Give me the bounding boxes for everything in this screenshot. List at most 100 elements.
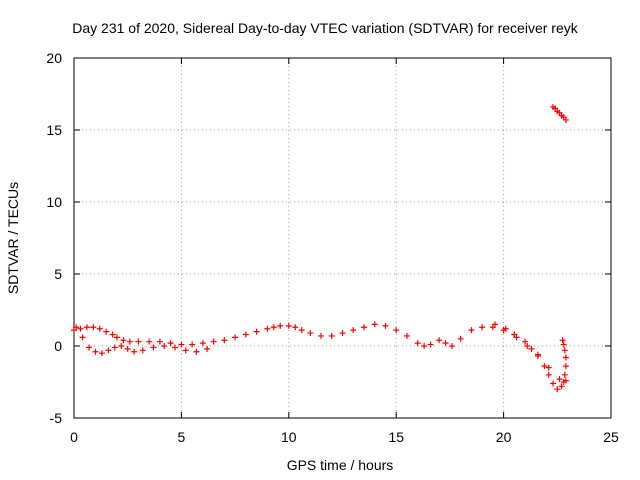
x-tick-label: 20 — [496, 429, 512, 445]
data-point — [109, 331, 116, 338]
data-point — [98, 350, 105, 357]
data-point — [442, 340, 449, 347]
data-point — [120, 337, 127, 344]
data-point — [126, 338, 133, 345]
data-point — [103, 328, 110, 335]
data-point — [421, 343, 428, 349]
data-point — [559, 337, 566, 344]
chart-title: Day 231 of 2020, Sidereal Day-to-day VTE… — [72, 20, 578, 36]
data-point — [86, 344, 93, 351]
x-axis-label: GPS time / hours — [287, 457, 394, 473]
data-point — [524, 343, 531, 349]
data-point — [92, 348, 99, 355]
data-point — [285, 322, 292, 329]
data-point — [534, 351, 541, 358]
series-sdtvar-main-band — [71, 321, 569, 393]
data-point — [457, 335, 464, 342]
y-tick-label: 10 — [46, 194, 62, 210]
data-point — [382, 322, 389, 329]
data-point — [111, 344, 118, 351]
data-point — [242, 331, 249, 338]
data-point — [414, 340, 421, 347]
data-point — [560, 341, 567, 348]
data-point — [427, 341, 434, 348]
data-point — [292, 324, 299, 331]
data-point — [339, 330, 346, 337]
y-tick-label: 5 — [54, 266, 62, 282]
data-point — [318, 332, 325, 339]
data-point — [264, 325, 271, 332]
data-point — [79, 334, 86, 341]
data-point — [156, 338, 163, 345]
y-axis-label: SDTVAR / TECUs — [5, 182, 21, 294]
data-point — [204, 345, 211, 352]
data-point — [118, 343, 125, 349]
x-tick-label: 25 — [603, 429, 619, 445]
data-point — [561, 371, 568, 378]
data-point — [449, 343, 456, 349]
data-point — [277, 322, 284, 329]
data-point — [298, 327, 305, 334]
data-point — [371, 321, 378, 328]
y-tick-label: 20 — [46, 50, 62, 66]
data-point — [545, 364, 552, 371]
data-point — [502, 325, 509, 332]
data-point — [556, 376, 563, 383]
data-point — [528, 345, 535, 352]
data-point — [189, 341, 196, 348]
data-point — [545, 371, 552, 378]
data-point — [554, 386, 561, 393]
data-point — [270, 324, 277, 331]
series-sdtvar-lower-branch — [73, 321, 563, 383]
data-point — [182, 347, 189, 354]
data-point — [96, 325, 103, 332]
data-point — [124, 345, 131, 352]
x-tick-label: 10 — [281, 429, 297, 445]
x-tick-label: 5 — [178, 429, 186, 445]
data-point — [171, 344, 178, 351]
data-point — [150, 344, 157, 351]
data-points — [71, 103, 569, 393]
data-point — [350, 327, 357, 334]
x-tick-label: 0 — [70, 429, 78, 445]
data-point — [210, 338, 217, 345]
data-point — [232, 334, 239, 341]
data-point — [492, 321, 499, 328]
series-sdtvar-recovery — [559, 337, 569, 385]
data-point — [541, 363, 548, 370]
y-tick-label: 0 — [54, 338, 62, 354]
y-tick-label: 15 — [46, 122, 62, 138]
axis-ticks: 0 5 10 15 20 25 -5 0 5 10 15 20 — [46, 50, 619, 445]
data-point — [561, 347, 568, 354]
data-point — [167, 340, 174, 347]
data-point — [83, 324, 90, 331]
data-point — [393, 327, 400, 334]
data-point — [90, 324, 97, 331]
data-point — [513, 334, 520, 341]
series-sdtvar-late-excursion — [550, 103, 569, 123]
data-point — [436, 337, 443, 344]
data-point — [307, 330, 314, 337]
data-point — [560, 379, 567, 385]
data-point — [468, 327, 475, 334]
data-point — [131, 348, 138, 355]
data-point — [550, 380, 557, 387]
data-point — [105, 347, 112, 354]
data-point — [253, 328, 260, 335]
data-point — [221, 337, 228, 344]
x-tick-label: 15 — [388, 429, 404, 445]
data-point — [360, 324, 367, 331]
data-point — [403, 332, 410, 339]
data-point — [73, 324, 80, 331]
data-point — [328, 332, 335, 339]
data-point — [113, 334, 120, 341]
data-point — [146, 338, 153, 345]
data-point — [522, 338, 529, 345]
data-point — [139, 347, 146, 354]
data-point — [562, 354, 569, 361]
data-point — [558, 383, 565, 390]
data-point — [193, 348, 200, 355]
data-point — [199, 340, 206, 347]
data-point — [77, 325, 84, 332]
